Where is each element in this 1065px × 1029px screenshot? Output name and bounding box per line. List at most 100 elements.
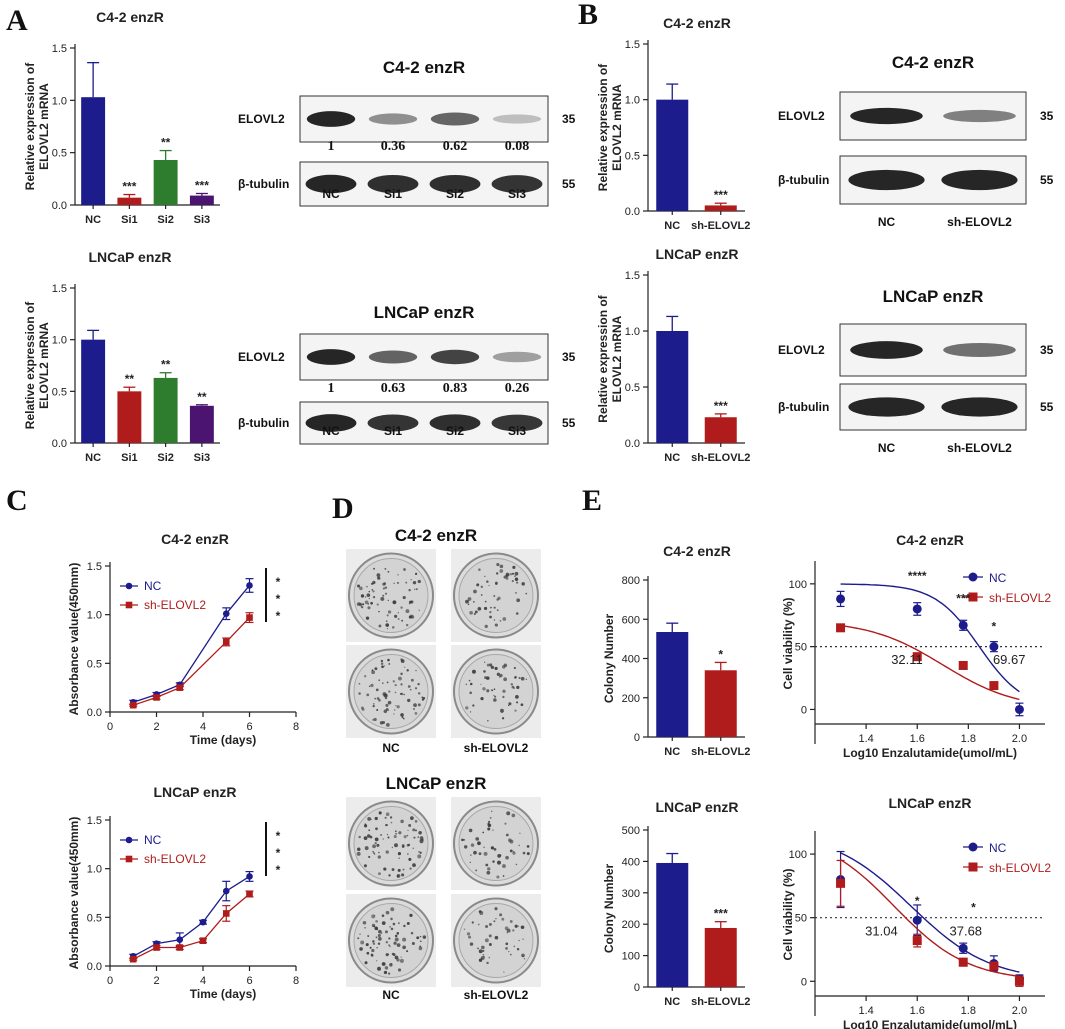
colony (474, 610, 478, 614)
colony (471, 921, 474, 924)
x-tick-label: 2.0 (1012, 733, 1027, 745)
colony (412, 580, 417, 585)
colony (516, 581, 519, 584)
colony (515, 592, 517, 594)
band-loading (848, 397, 925, 417)
lane-label: NC (878, 441, 896, 455)
colony (404, 666, 406, 668)
colony (389, 926, 391, 928)
significance-mark: * (276, 863, 281, 877)
y-tick-label: 1.0 (625, 95, 640, 107)
colony (469, 691, 473, 695)
y-axis-label: ELOVL2 mRNA (37, 322, 51, 409)
blot-loading-label: β-tubulin (778, 400, 829, 414)
colony (505, 855, 509, 860)
plate-inner (458, 558, 534, 633)
data-point (912, 652, 922, 662)
colony (514, 709, 517, 712)
y-tick-label: 400 (622, 856, 640, 868)
colony (371, 923, 376, 928)
data-point (246, 890, 253, 898)
x-tick-label: 1.8 (961, 1005, 976, 1017)
colony (487, 822, 490, 826)
plates-title: C4-2 enzR (395, 526, 477, 545)
chart-title: LNCaP enzR (656, 246, 739, 262)
colony (401, 619, 404, 622)
colony (372, 940, 375, 943)
y-axis-label: ELOVL2 mRNA (610, 84, 624, 171)
lane-label: Si1 (384, 424, 402, 438)
colony (388, 944, 391, 947)
data-point (968, 842, 978, 852)
x-tick-label: Si2 (157, 214, 174, 226)
colony (415, 829, 417, 832)
colony (393, 941, 397, 945)
colony (408, 857, 412, 861)
colony (494, 666, 498, 671)
colony (407, 698, 411, 703)
plate-inner (353, 903, 429, 978)
x-tick-label: 1.8 (961, 733, 976, 745)
colony (512, 851, 516, 855)
x-tick-label: Si2 (157, 452, 174, 464)
x-tick-label: sh-ELOVL2 (691, 996, 750, 1008)
colony (501, 711, 503, 713)
bar-si2 (153, 159, 178, 205)
colony (393, 713, 395, 715)
x-tick-label: 2 (153, 721, 159, 733)
colony (484, 600, 487, 603)
colony (390, 821, 393, 824)
y-axis-label: Relative expression of (23, 301, 37, 429)
y-axis-label: Absorbance value(450mm) (67, 563, 81, 716)
colony (363, 864, 367, 868)
y-tick-label: 0 (801, 704, 807, 716)
x-tick-label: NC (664, 746, 680, 758)
colony (502, 617, 507, 621)
colony (385, 930, 388, 934)
colony (419, 836, 424, 840)
colony (384, 696, 388, 700)
significance-mark: *** (714, 188, 728, 202)
colony (364, 600, 369, 605)
colony (413, 836, 416, 839)
colony (487, 719, 489, 722)
colony (402, 937, 407, 942)
colony (372, 850, 374, 853)
colony (393, 834, 397, 839)
x-tick-label: Si1 (121, 214, 138, 226)
plate-inner (353, 654, 429, 729)
y-tick-label: 400 (622, 654, 640, 666)
colony (513, 666, 517, 670)
x-tick-label: 8 (293, 721, 299, 733)
colony (505, 947, 508, 950)
band-quantification: 0.26 (505, 381, 530, 396)
colony (495, 572, 499, 575)
colony (461, 838, 464, 842)
colony (387, 570, 390, 573)
data-point (222, 610, 230, 617)
colony (413, 588, 416, 591)
colony (511, 685, 515, 689)
y-tick-label: 1.0 (52, 95, 67, 107)
y-tick-label: 0.5 (52, 386, 67, 398)
colony (358, 692, 361, 695)
y-tick-label: 1.5 (625, 39, 640, 51)
band-quantification: 1 (328, 139, 335, 154)
band-loading (941, 169, 1018, 191)
colony (464, 845, 468, 849)
data-point (958, 943, 968, 953)
colony (377, 942, 381, 945)
data-point (199, 937, 207, 944)
bar-si1 (117, 391, 142, 443)
y-tick-label: 0.5 (87, 658, 102, 670)
bar-si1 (117, 197, 142, 205)
significance-mark: * (971, 900, 976, 914)
colony (394, 830, 397, 833)
colony (473, 850, 477, 855)
chart-title: C4-2 enzR (663, 15, 731, 31)
ic50-label: 69.67 (993, 652, 1026, 667)
data-point (968, 862, 978, 872)
plate-well (346, 894, 436, 987)
band-elovl2 (492, 351, 542, 363)
colony (403, 693, 405, 696)
